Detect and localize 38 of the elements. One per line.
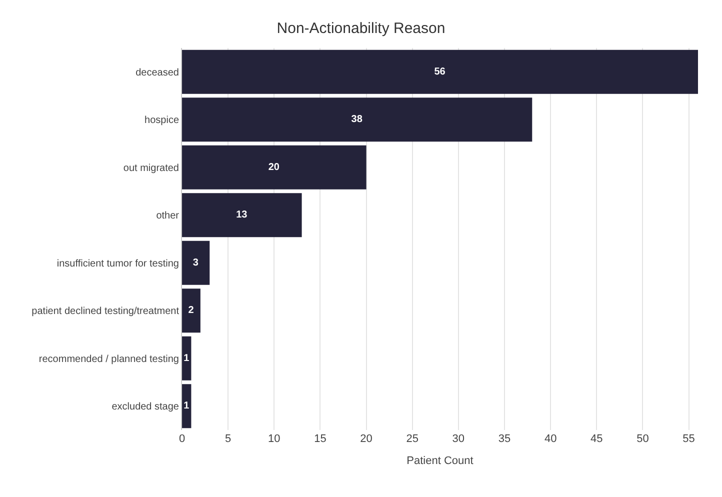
bar xyxy=(182,98,532,142)
data-label: 2 xyxy=(188,305,194,316)
x-tick-label: 0 xyxy=(178,433,186,445)
x-tick-label: 20 xyxy=(360,433,372,445)
data-label: 13 xyxy=(236,210,248,221)
x-tick-label: 25 xyxy=(406,433,418,445)
x-tick-label: 55 xyxy=(682,433,695,445)
y-tick-label: insufficient tumor for testing xyxy=(56,258,179,270)
bar xyxy=(182,384,192,428)
y-tick-label: deceased xyxy=(136,67,179,78)
x-tick-label: 10 xyxy=(268,433,280,445)
bar xyxy=(182,288,200,333)
x-tick-label: 5 xyxy=(225,433,232,445)
x-axis-title: Patient Count xyxy=(406,455,474,468)
bar xyxy=(182,193,302,238)
x-tick-label: 35 xyxy=(498,433,511,445)
data-label: 1 xyxy=(184,400,190,412)
chart-title: Non-Actionability Reason xyxy=(276,20,446,37)
y-tick-label: excluded stage xyxy=(112,402,180,413)
y-tick-label: recommended / planned testing xyxy=(38,354,179,365)
y-tick-label: other xyxy=(156,210,180,222)
x-tick-label: 30 xyxy=(452,433,465,445)
x-tick-label: 15 xyxy=(314,433,326,445)
x-tick-label: 45 xyxy=(590,433,603,445)
x-tick-label: 40 xyxy=(544,433,557,445)
bar xyxy=(182,336,192,380)
y-tick-label: out migrated xyxy=(123,162,179,174)
data-label: 56 xyxy=(434,66,446,78)
bar xyxy=(182,145,366,190)
data-label: 20 xyxy=(268,162,280,173)
data-label: 38 xyxy=(351,114,363,126)
bar xyxy=(182,240,210,285)
y-tick-label: hospice xyxy=(144,115,180,126)
bar xyxy=(182,50,698,94)
data-label: 3 xyxy=(192,257,199,268)
y-tick-label: patient declined testing/treatment xyxy=(32,306,180,318)
x-tick-label: 50 xyxy=(636,433,649,445)
data-label: 1 xyxy=(184,352,190,364)
